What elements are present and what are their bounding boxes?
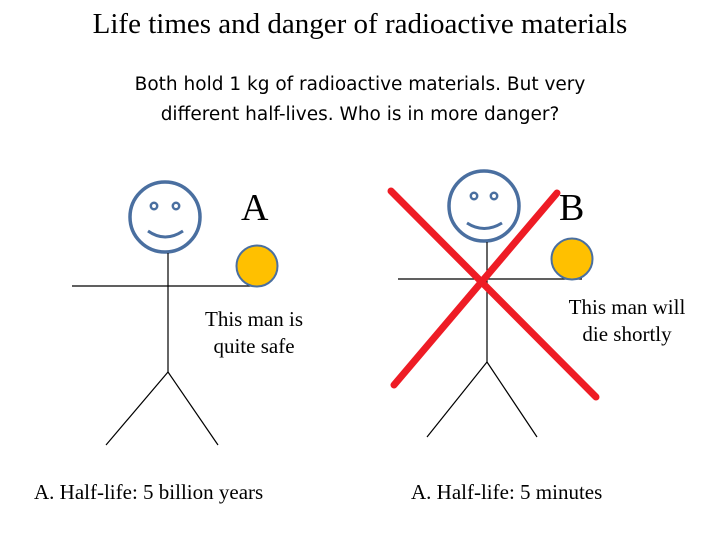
person-b-caption: This man will die shortly	[546, 294, 708, 348]
red-x-icon	[387, 187, 600, 401]
person-b-figure	[398, 169, 594, 438]
person-b-half-life: A. Half-life: 5 minutes	[411, 480, 603, 504]
radioactive-ball-icon	[235, 244, 279, 288]
person-a-caption: This man is quite safe	[176, 306, 332, 360]
slide-subtitle: Both hold 1 kg of radioactive materials.…	[80, 70, 640, 130]
person-b-caption-line-2: die shortly	[582, 322, 672, 346]
person-b-label: B	[559, 187, 585, 229]
person-b-caption-line-1: This man will	[568, 295, 686, 319]
person-a-right-leg	[167, 371, 219, 446]
subtitle-line-1: Both hold 1 kg of radioactive materials.…	[134, 74, 586, 95]
person-a-label: A	[241, 187, 269, 229]
slide-title: Life times and danger of radioactive mat…	[92, 8, 628, 40]
person-a-figure	[72, 180, 279, 446]
person-a-left-leg	[105, 371, 169, 446]
radioactive-ball-icon	[550, 237, 594, 281]
person-a-caption-line-2: quite safe	[213, 334, 295, 358]
subtitle-line-2: different half-lives. Who is in more dan…	[160, 104, 560, 125]
person-b-left-leg	[426, 361, 488, 438]
person-a-half-life: A. Half-life: 5 billion years	[34, 480, 264, 504]
person-a-caption-line-1: This man is	[205, 307, 303, 331]
smiley-face-icon	[128, 180, 202, 254]
smiley-face-icon	[447, 169, 521, 243]
person-b-right-leg	[486, 361, 538, 438]
